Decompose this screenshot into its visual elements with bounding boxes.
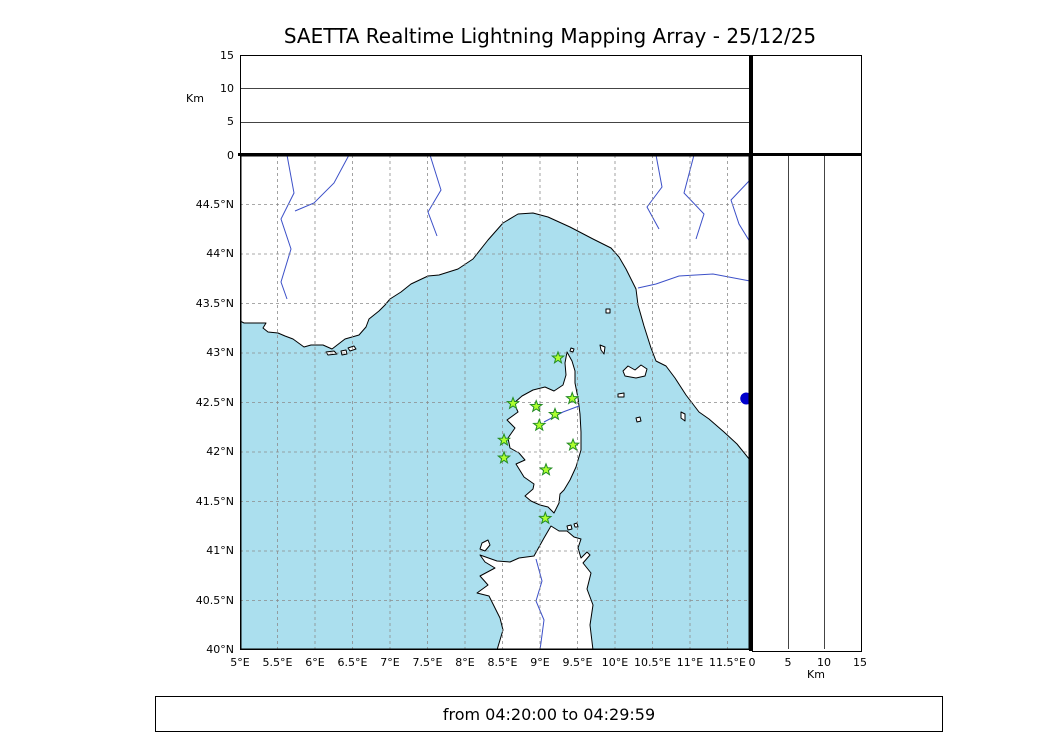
lon-tick-label: 6.5°E: [337, 656, 368, 669]
blue-dot-marker: [740, 392, 750, 405]
island-caprera: [573, 522, 579, 528]
lma-station-marker: [550, 350, 566, 364]
side-panel-gridline: [824, 156, 825, 649]
lon-tick-label: 8.5°E: [487, 656, 518, 669]
altitude-gridline: [241, 121, 749, 123]
river: [637, 273, 750, 289]
time-range-bar: from 04:20:00 to 04:29:59: [155, 696, 943, 732]
altitude-axis-unit-label: Km: [186, 92, 204, 105]
side-axis-unit-label: Km: [807, 668, 825, 681]
lat-tick-label: 41°N: [206, 544, 234, 557]
lon-tick-label: 10.5°E: [634, 656, 671, 669]
lat-tick-label: 41.5°N: [195, 494, 234, 508]
river: [427, 155, 442, 237]
island-montecristo: [635, 416, 642, 423]
lon-tick-label: 6°E: [305, 656, 325, 669]
lma-station-marker: [496, 432, 512, 447]
lma-station-marker: [529, 399, 544, 413]
lat-tick-label: 43°N: [206, 346, 234, 359]
island-maddalena: [566, 524, 573, 531]
side-tick-label: 5: [784, 656, 792, 669]
lma-station-marker: [505, 396, 521, 410]
island-pianosa: [617, 392, 625, 398]
lon-tick-label: 7°E: [380, 656, 400, 669]
lon-tick-label: 11.5°E: [709, 656, 746, 669]
coastline-mainland-europe: [240, 155, 750, 461]
map-panel: [240, 155, 750, 650]
lat-tick-label: 42°N: [206, 445, 234, 458]
river: [646, 155, 663, 230]
lon-tick-label: 11°E: [676, 656, 704, 669]
altitude-gridline: [241, 88, 749, 90]
lma-station-marker: [565, 391, 580, 405]
river: [535, 558, 545, 650]
lon-tick-label: 5°E: [230, 656, 250, 669]
islet-giraglia: [569, 347, 575, 353]
page-title: SAETTA Realtime Lightning Mapping Array …: [283, 24, 817, 48]
lon-tick-label: 7.5°E: [412, 656, 443, 669]
lat-tick-label: 40°N: [206, 643, 234, 656]
altitude-tick-label: 0: [227, 148, 234, 162]
island-gorgona: [605, 308, 611, 314]
side-panel-gridline: [788, 156, 789, 649]
river: [730, 179, 750, 243]
panel-separator-vertical: [749, 55, 752, 651]
island-capraia: [599, 344, 606, 355]
altitude-panel: [240, 55, 752, 157]
lat-tick-label: 44°N: [206, 247, 234, 260]
island-corsica: [506, 351, 582, 514]
altitude-histogram-panel: [752, 55, 862, 157]
lat-tick-label: 42.5°N: [195, 395, 234, 409]
lat-tick-label: 43.5°N: [195, 296, 234, 310]
island-asinara: [479, 539, 491, 552]
lat-tick-label: 44.5°N: [195, 197, 234, 211]
lma-station-marker: [538, 462, 554, 476]
island-elba: [622, 364, 648, 379]
altitude-tick-label: 15: [220, 48, 234, 62]
lma-station-marker: [538, 510, 553, 525]
altitude-tick-label: 5: [227, 115, 234, 129]
river: [683, 155, 705, 240]
lma-station-marker: [532, 417, 547, 432]
river: [294, 155, 350, 212]
altitude-tick-label: 10: [220, 81, 234, 95]
time-range-text: from 04:20:00 to 04:29:59: [442, 704, 656, 724]
panel-separator-horizontal: [238, 153, 862, 156]
island-levant: [347, 345, 357, 352]
river-layer: [280, 155, 750, 650]
lon-tick-label: 10°E: [601, 656, 629, 669]
island-giglio: [680, 411, 686, 422]
side-tick-label: 10: [817, 656, 831, 669]
lon-tick-label: 9°E: [530, 656, 550, 669]
lat-tick-label: 40.5°N: [195, 593, 234, 607]
lma-station-marker: [496, 450, 512, 464]
river: [543, 405, 580, 423]
altitude-latitude-panel: [752, 155, 862, 652]
lma-station-marker: [547, 406, 563, 421]
lma-station-marker: [565, 437, 581, 452]
lon-tick-label: 5.5°E: [262, 656, 293, 669]
lon-tick-label: 8°E: [455, 656, 475, 669]
side-tick-label: 15: [853, 656, 867, 669]
land-layer: [240, 155, 750, 650]
island-sardinia: [476, 525, 594, 650]
side-tick-label: 0: [748, 656, 756, 669]
map-gridlines: [240, 155, 750, 650]
marker-layer: [740, 392, 750, 405]
lon-tick-label: 9.5°E: [562, 656, 593, 669]
river: [280, 155, 295, 300]
stations-layer: [496, 350, 581, 525]
island-port-cros: [340, 349, 348, 356]
